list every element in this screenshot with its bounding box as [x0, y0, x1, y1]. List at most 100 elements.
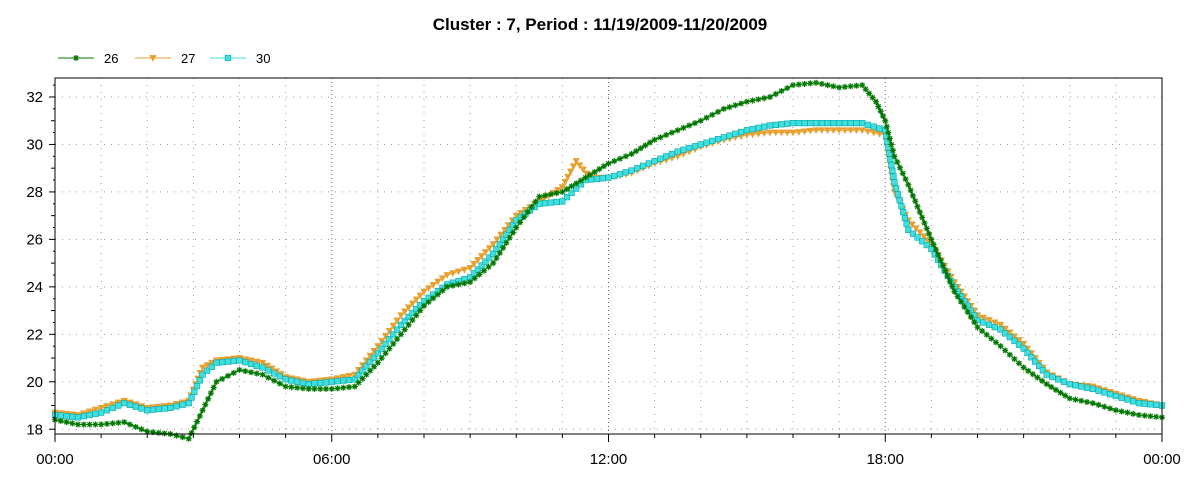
- data-point: [115, 402, 122, 409]
- data-point: [908, 221, 916, 229]
- data-point: [334, 378, 341, 385]
- data-point: [980, 319, 987, 326]
- data-point: [616, 171, 624, 178]
- data-point: [1006, 329, 1014, 337]
- data-point: [622, 153, 629, 160]
- data-point: [259, 364, 266, 371]
- data-point: [869, 94, 876, 101]
- data-point: [997, 326, 1004, 333]
- data-point: [501, 226, 509, 234]
- data-point: [914, 203, 921, 210]
- data-point: [1135, 400, 1143, 407]
- data-point: [1078, 397, 1085, 404]
- data-point: [743, 127, 750, 134]
- data-point: [439, 287, 446, 294]
- data-point: [161, 405, 168, 412]
- data-point: [686, 122, 693, 129]
- data-point: [920, 233, 928, 241]
- data-point: [1020, 345, 1027, 352]
- data-point: [253, 358, 261, 366]
- data-point: [1029, 371, 1036, 378]
- data-point: [577, 177, 584, 184]
- data-point: [882, 117, 889, 124]
- data-point: [496, 249, 503, 256]
- data-point: [909, 192, 916, 199]
- data-point: [703, 139, 710, 146]
- data-point: [167, 404, 174, 411]
- data-point: [801, 119, 808, 127]
- data-point: [600, 163, 607, 170]
- y-tick-label: 26: [26, 231, 43, 248]
- data-point: [500, 244, 507, 251]
- data-point: [470, 270, 478, 277]
- data-point: [1015, 337, 1023, 344]
- data-point: [901, 214, 908, 222]
- data-point: [219, 359, 226, 366]
- data-point: [1043, 381, 1050, 388]
- data-point: [121, 419, 128, 426]
- data-point: [367, 367, 374, 374]
- data-point: [939, 262, 946, 269]
- data-point: [265, 374, 272, 381]
- data-point: [247, 357, 255, 365]
- data-point: [1066, 381, 1073, 388]
- data-point: [847, 119, 854, 127]
- data-point: [328, 385, 335, 392]
- data-point: [490, 250, 497, 257]
- data-point: [512, 212, 520, 220]
- data-point: [1032, 358, 1039, 365]
- data-point: [485, 263, 492, 270]
- data-point: [1141, 412, 1148, 419]
- data-point: [109, 420, 116, 427]
- data-point: [568, 189, 575, 196]
- data-point: [1112, 392, 1119, 400]
- data-point: [294, 378, 301, 385]
- data-point: [408, 300, 417, 308]
- data-point: [732, 130, 739, 137]
- data-point: [509, 229, 516, 236]
- data-point: [196, 377, 203, 384]
- data-point: [499, 236, 507, 243]
- data-point: [617, 155, 624, 162]
- data-point: [996, 321, 1005, 329]
- data-point: [547, 199, 554, 206]
- data-point: [1141, 400, 1148, 407]
- data-point: [282, 383, 289, 390]
- data-point: [888, 141, 895, 148]
- data-point: [942, 267, 949, 274]
- data-point: [547, 191, 554, 198]
- data-point: [715, 108, 722, 115]
- data-point: [818, 127, 826, 135]
- data-point: [196, 412, 203, 419]
- data-point: [1034, 374, 1041, 381]
- data-point: [789, 129, 797, 137]
- data-point: [697, 141, 704, 148]
- x-tick-label: 12:00: [590, 451, 628, 468]
- data-point: [853, 82, 860, 89]
- data-point: [173, 403, 180, 410]
- data-point: [480, 267, 487, 274]
- data-point: [553, 190, 560, 197]
- data-point: [91, 406, 100, 414]
- data-point: [1015, 341, 1023, 348]
- data-point: [766, 93, 773, 100]
- data-point: [367, 358, 374, 366]
- data-point: [57, 417, 64, 424]
- data-point: [1124, 409, 1131, 416]
- data-point: [425, 299, 432, 306]
- data-point: [879, 112, 886, 119]
- data-point: [790, 82, 796, 89]
- data-point: [894, 191, 902, 198]
- data-point: [351, 383, 358, 390]
- data-point: [92, 410, 99, 417]
- data-point: [401, 326, 408, 333]
- data-point: [930, 241, 937, 248]
- data-point: [801, 80, 808, 87]
- data-point: [467, 279, 474, 286]
- data-point: [242, 359, 249, 366]
- data-point: [703, 114, 710, 121]
- data-point: [393, 326, 401, 333]
- data-point: [628, 167, 635, 174]
- data-point: [208, 359, 216, 367]
- data-point: [887, 156, 894, 163]
